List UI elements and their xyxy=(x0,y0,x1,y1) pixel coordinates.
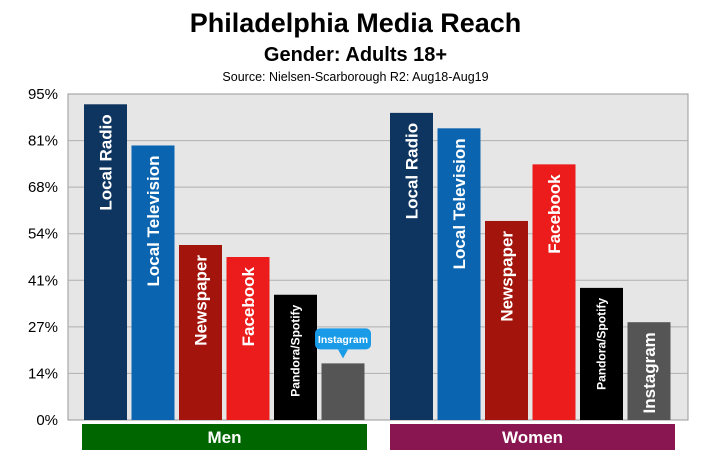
bar-women-facebook xyxy=(532,164,576,420)
bar-women-newspaper xyxy=(485,220,528,420)
bar-men-pandora-spotify xyxy=(274,294,317,420)
bar-women-instagram xyxy=(627,322,671,420)
annotation-pointer xyxy=(338,349,348,359)
y-tick-label: 27% xyxy=(28,319,58,336)
bar-men-facebook xyxy=(226,257,270,420)
bar-label: Local Television xyxy=(450,138,469,269)
bar-label: Local Radio xyxy=(96,114,115,210)
bar-label: Pandora/Spotify xyxy=(289,304,303,396)
chart-source: Source: Nielsen-Scarborough R2: Aug18-Au… xyxy=(222,70,489,84)
bar-label: Facebook xyxy=(545,174,564,254)
bar-label: Instagram xyxy=(640,332,659,413)
group-strip-women xyxy=(390,424,675,450)
bar-men-newspaper xyxy=(179,244,222,420)
y-tick-label: 81% xyxy=(28,133,58,150)
y-tick-label: 95% xyxy=(28,86,58,103)
bar-label: Newspaper xyxy=(191,255,210,346)
annotation-callout xyxy=(315,328,371,350)
group-strip-men xyxy=(82,424,367,450)
y-tick-label: 41% xyxy=(28,272,58,289)
bar-label: Pandora/Spotify xyxy=(595,298,609,390)
bar-label: Newspaper xyxy=(497,231,516,322)
y-tick-label: 14% xyxy=(28,365,58,382)
bar-label: Facebook xyxy=(239,266,258,346)
bar-men-instagram xyxy=(321,363,365,420)
bar-women-pandora-spotify xyxy=(580,287,623,420)
y-tick-label: 68% xyxy=(28,179,58,196)
bar-label: Local Television xyxy=(144,155,163,286)
annotation-label: Instagram xyxy=(318,334,368,346)
chart-title: Philadelphia Media Reach xyxy=(189,8,522,38)
y-tick-label: 54% xyxy=(28,226,58,243)
group-label: Men xyxy=(208,428,242,447)
bar-women-local-television xyxy=(437,128,481,420)
y-tick-label: 0% xyxy=(36,412,58,429)
group-label: Women xyxy=(502,428,563,447)
bar-women-local-radio xyxy=(390,112,433,420)
bar-men-local-radio xyxy=(84,104,127,420)
bar-label: Local Radio xyxy=(402,123,421,219)
bar-men-local-television xyxy=(131,145,175,420)
chart-subtitle: Gender: Adults 18+ xyxy=(263,44,448,66)
